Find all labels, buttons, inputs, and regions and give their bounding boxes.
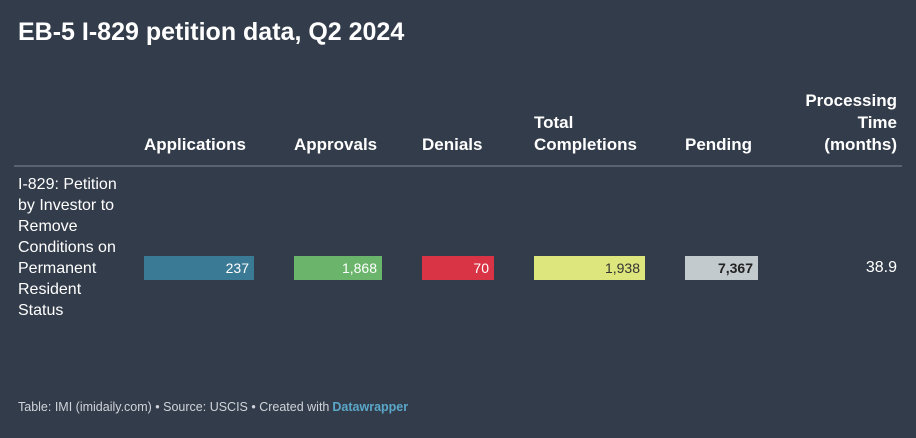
cell: 7,367 [685,256,758,280]
header: Pending [685,135,753,154]
row-label: I-829: Petition by Investor to Remove Co… [18,176,117,319]
cell: 1,938 [534,256,645,280]
cell: 38.9 [865,259,897,276]
cell: 1,868 [294,256,382,280]
header-rule [14,165,902,167]
footer: Table: IMI (imidaily.com) • Source: USCI… [18,400,408,414]
header: Approvals [294,135,378,154]
footer-text: Table: IMI (imidaily.com) • Source: USCI… [18,400,330,414]
footer-link[interactable]: Datawrapper [332,400,409,414]
title: EB-5 I-829 petition data, Q2 2024 [18,18,405,46]
header: Processing Time (months) [805,91,897,154]
cell: 70 [422,256,494,280]
header: Denials [422,135,483,154]
header: Applications [144,135,247,154]
header: Total Completions [534,113,637,154]
cell: 237 [144,256,254,280]
